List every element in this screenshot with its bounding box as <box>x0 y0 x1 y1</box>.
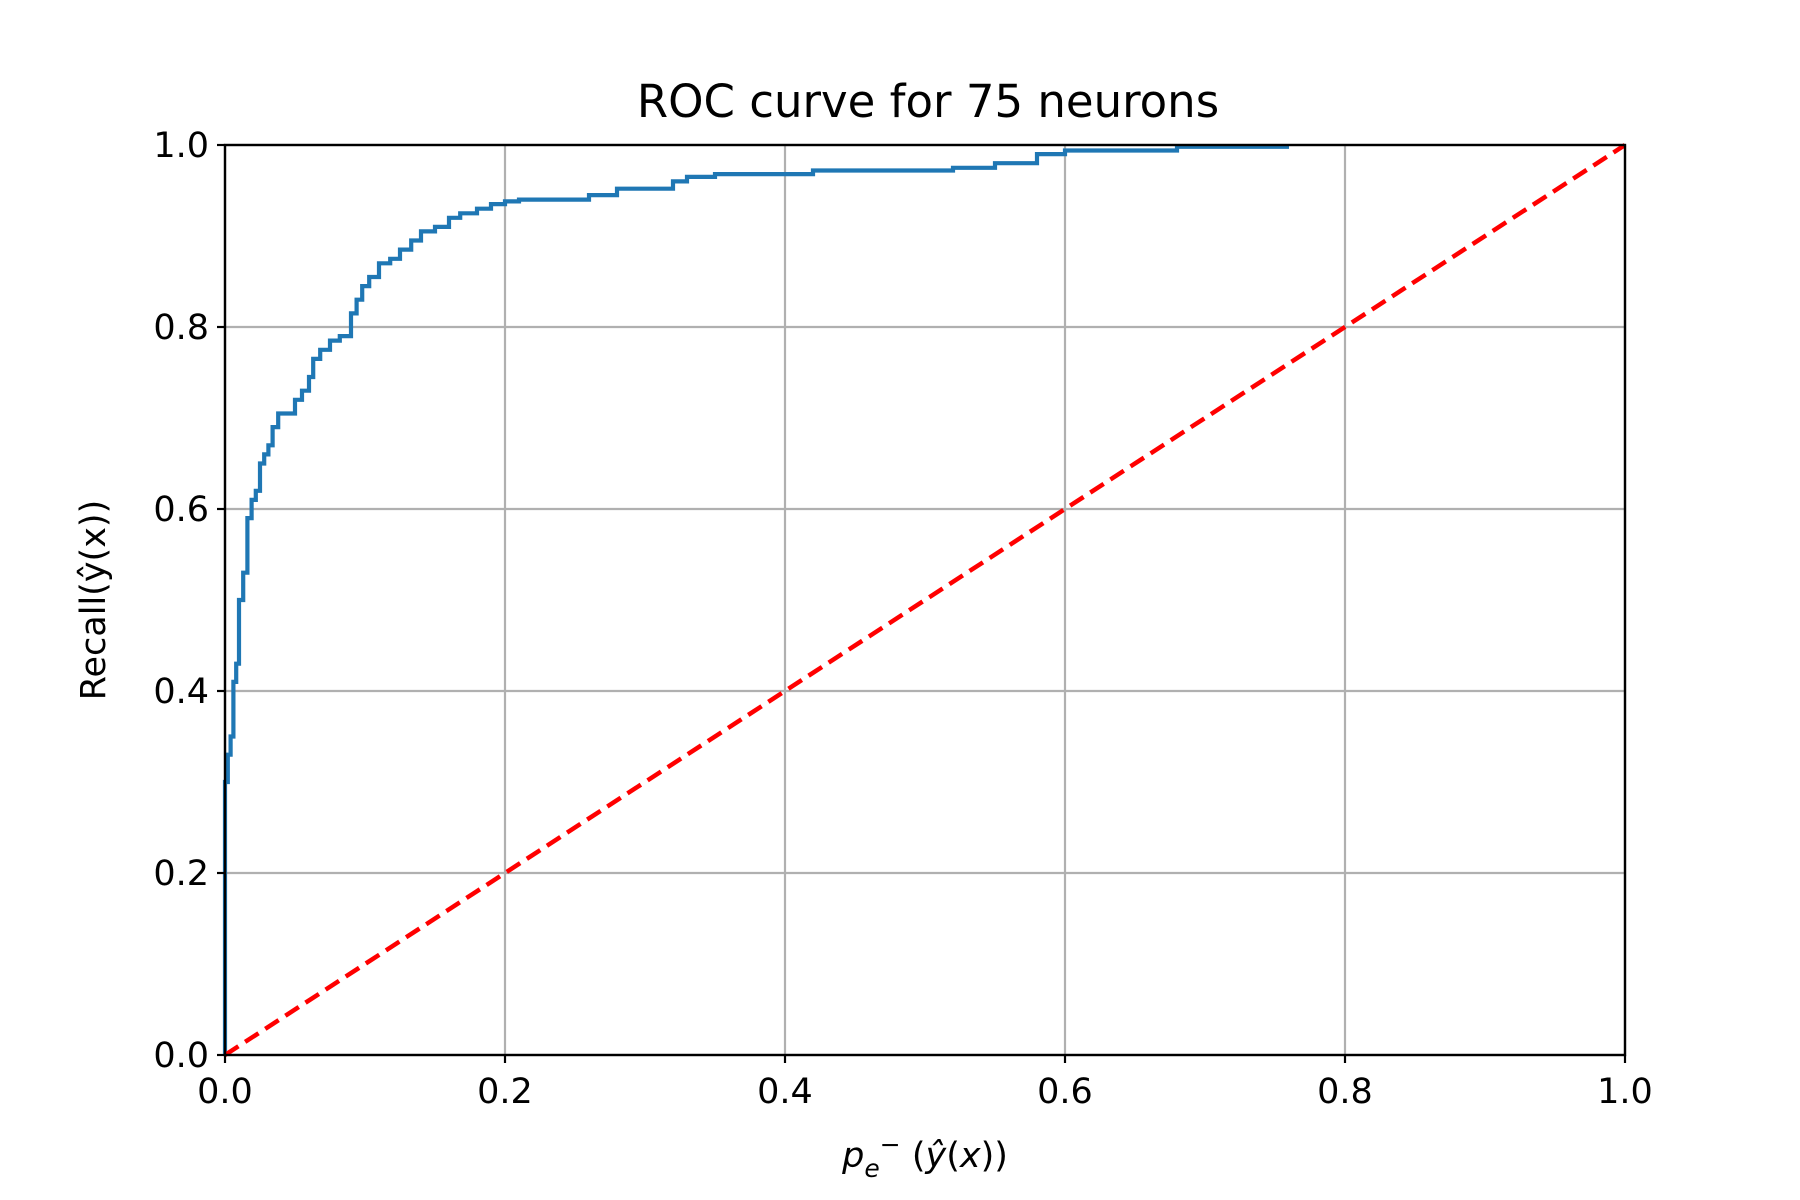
y-tick-label: 1.0 <box>153 126 209 166</box>
y-tick-label: 0.6 <box>153 490 209 530</box>
y-tick-label: 0.0 <box>153 1036 209 1076</box>
roc-curve-line <box>222 144 1289 1055</box>
y-tick-label: 0.4 <box>153 672 209 712</box>
y-axis-label: Recall(ŷ(x)) <box>74 500 114 700</box>
y-tick-label: 0.2 <box>153 854 209 894</box>
chance-diagonal-line <box>223 143 1627 1057</box>
plot-area <box>222 143 1627 1057</box>
chart-title: ROC curve for 75 neurons <box>637 75 1219 128</box>
axis-ticks: 0.0 0.2 0.4 0.6 0.8 1.0 0.0 0.2 0.4 0.6 0.8 1.0 <box>153 126 1653 1112</box>
x-tick-label: 0.6 <box>1037 1072 1093 1112</box>
axes-frame <box>223 143 1627 1057</box>
x-tick-label: 0.8 <box>1317 1072 1373 1112</box>
x-axis-label: pe− (ŷ(x)) <box>841 1130 1008 1183</box>
x-tick-label: 1.0 <box>1597 1072 1653 1112</box>
x-tick-label: 0.2 <box>477 1072 533 1112</box>
x-tick-label: 0.0 <box>197 1072 253 1112</box>
y-tick-label: 0.8 <box>153 308 209 348</box>
x-tick-label: 0.4 <box>757 1072 813 1112</box>
